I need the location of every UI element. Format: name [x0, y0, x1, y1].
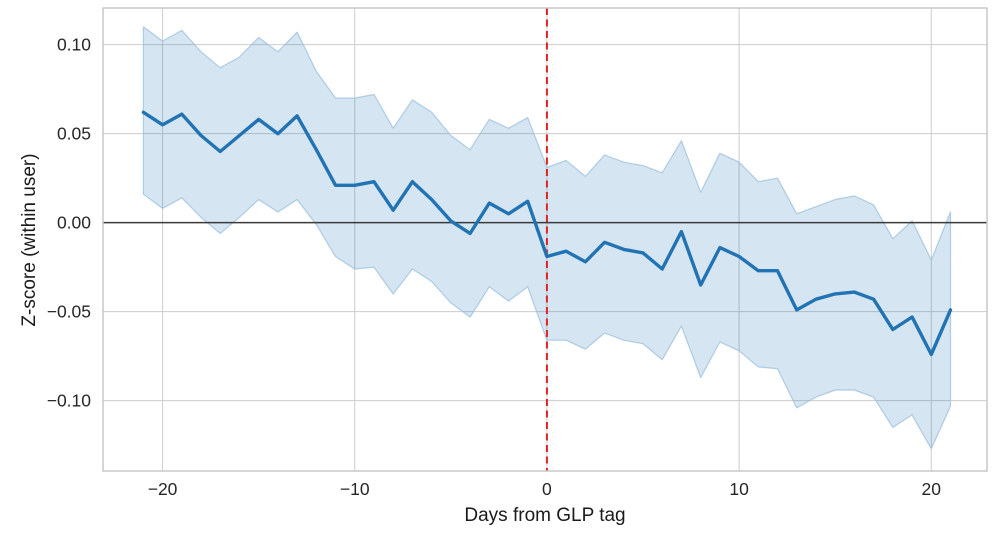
y-tick-label: 0.00: [57, 213, 91, 233]
y-tick-label: 0.05: [57, 124, 91, 144]
y-tick-label: −0.05: [47, 302, 91, 322]
confidence-band: [142, 26, 952, 450]
gridlines: [103, 8, 987, 471]
y-tick-label: −0.10: [47, 391, 92, 411]
x-tick-label: −20: [148, 479, 178, 499]
x-tick-label: 20: [922, 479, 942, 499]
x-tick-label: 0: [542, 479, 552, 499]
mean-line: [141, 110, 953, 357]
x-tick-label: 10: [729, 479, 749, 499]
x-tick-labels: −20 −10 0 10 20: [148, 479, 942, 499]
x-tick-label: −10: [340, 479, 370, 499]
plot-border: [102, 7, 988, 472]
y-axis-label: Z-score (within user): [19, 153, 40, 327]
y-tick-labels: 0.10 0.05 0.00 −0.05 −0.10: [47, 35, 92, 411]
y-tick-label: 0.10: [57, 35, 91, 55]
x-axis-label: Days from GLP tag: [464, 505, 626, 526]
